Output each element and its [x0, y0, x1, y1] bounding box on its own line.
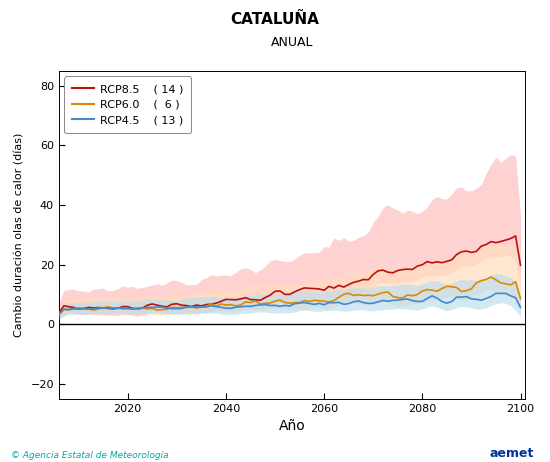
Legend: RCP8.5    ( 14 ), RCP6.0    (  6 ), RCP4.5    ( 13 ): RCP8.5 ( 14 ), RCP6.0 ( 6 ), RCP4.5 ( 13… — [64, 76, 191, 133]
Y-axis label: Cambio duración olas de calor (días): Cambio duración olas de calor (días) — [15, 133, 25, 337]
Text: CATALUÑA: CATALUÑA — [230, 12, 320, 26]
Title: ANUAL: ANUAL — [271, 36, 313, 49]
X-axis label: Año: Año — [279, 419, 306, 433]
Text: aemet: aemet — [489, 447, 534, 460]
Text: © Agencia Estatal de Meteorología: © Agencia Estatal de Meteorología — [11, 451, 169, 460]
